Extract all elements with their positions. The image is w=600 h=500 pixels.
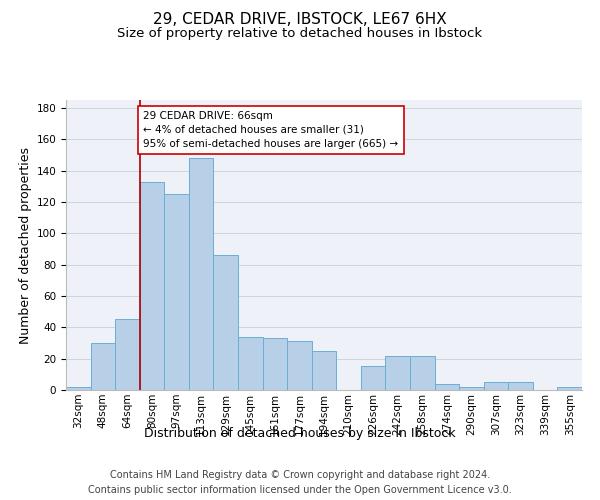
Text: Distribution of detached houses by size in Ibstock: Distribution of detached houses by size … xyxy=(144,428,456,440)
Bar xyxy=(434,384,459,390)
Bar xyxy=(238,336,263,390)
Bar xyxy=(312,351,336,390)
Bar xyxy=(66,387,91,390)
Bar xyxy=(410,356,434,390)
Text: 29 CEDAR DRIVE: 66sqm
← 4% of detached houses are smaller (31)
95% of semi-detac: 29 CEDAR DRIVE: 66sqm ← 4% of detached h… xyxy=(143,111,398,149)
Text: Contains HM Land Registry data © Crown copyright and database right 2024.: Contains HM Land Registry data © Crown c… xyxy=(110,470,490,480)
Bar xyxy=(508,382,533,390)
Bar xyxy=(557,387,582,390)
Text: Contains public sector information licensed under the Open Government Licence v3: Contains public sector information licen… xyxy=(88,485,512,495)
Bar xyxy=(214,255,238,390)
Y-axis label: Number of detached properties: Number of detached properties xyxy=(19,146,32,344)
Bar xyxy=(115,320,140,390)
Bar xyxy=(361,366,385,390)
Bar xyxy=(263,338,287,390)
Bar xyxy=(164,194,189,390)
Bar xyxy=(459,387,484,390)
Bar xyxy=(189,158,214,390)
Bar xyxy=(385,356,410,390)
Text: Size of property relative to detached houses in Ibstock: Size of property relative to detached ho… xyxy=(118,28,482,40)
Bar xyxy=(287,342,312,390)
Bar xyxy=(484,382,508,390)
Text: 29, CEDAR DRIVE, IBSTOCK, LE67 6HX: 29, CEDAR DRIVE, IBSTOCK, LE67 6HX xyxy=(153,12,447,28)
Bar xyxy=(140,182,164,390)
Bar xyxy=(91,343,115,390)
